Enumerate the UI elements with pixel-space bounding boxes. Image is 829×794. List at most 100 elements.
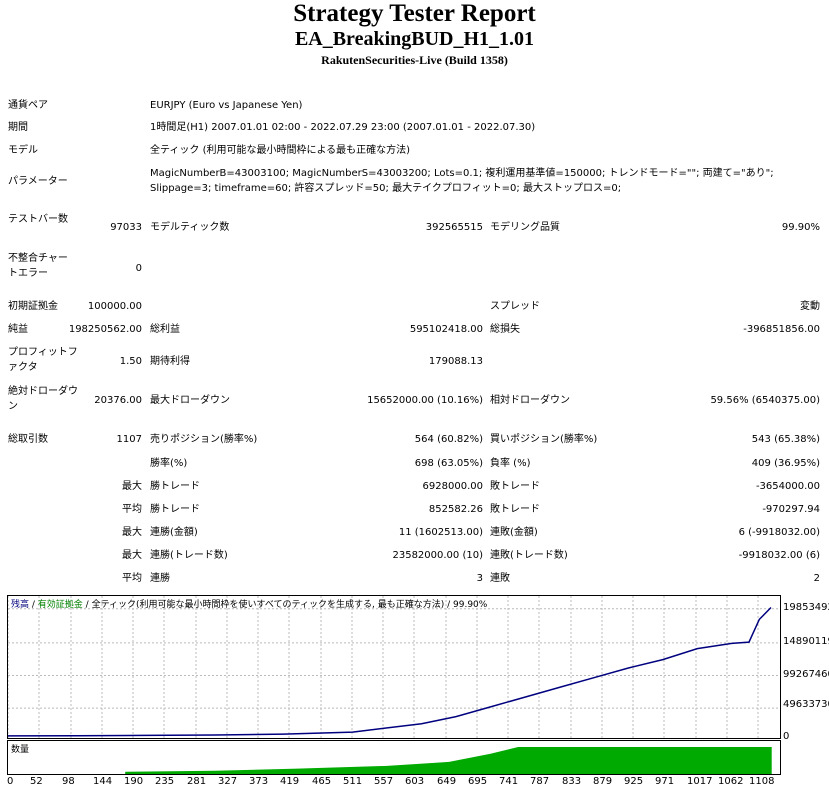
mismatch-label: 不整合チャートエラー xyxy=(8,253,68,279)
cons-wins-money-label: 連勝(金額) xyxy=(150,527,198,538)
net-profit-value: 198250562.00 xyxy=(68,324,142,335)
short-positions-label: 売りポジション(勝率%) xyxy=(150,434,258,445)
server-build: RakutenSecurities-Live (Build 1358) xyxy=(321,53,508,67)
caption-sep-1: / xyxy=(29,600,38,610)
x-tick-label: 1017 xyxy=(687,776,713,787)
parameters-value: MagicNumberB=43003100; MagicNumberS=4300… xyxy=(150,168,774,194)
x-tick-label: 419 xyxy=(280,776,300,787)
x-tick-label: 281 xyxy=(187,776,207,787)
x-tick-label: 741 xyxy=(499,776,519,787)
x-tick-label: 465 xyxy=(312,776,332,787)
caption-quality: 99.90% xyxy=(453,600,488,610)
loss-rate-label: 負率 (%) xyxy=(490,458,531,469)
caption-model: 全ティック(利用可能な最小時間枠を使いすべてのティックを生成する, 最も正確な方… xyxy=(91,600,445,610)
expected-payoff-label: 期待利得 xyxy=(150,356,190,367)
chart-caption: 残高 / 有効証拠金 / 全ティック(利用可能な最小時間枠を使いすべてのティック… xyxy=(11,597,487,610)
cons-profit-label: 連勝(トレード数) xyxy=(150,550,228,561)
x-tick-label: 833 xyxy=(562,776,582,787)
deposit-label: 初期証拠金 xyxy=(8,301,58,312)
loss-rate-value: 409 (36.95%) xyxy=(751,458,820,469)
avg-win-value: 852582.26 xyxy=(428,504,483,515)
symbol-value: EURJPY (Euro vs Japanese Yen) xyxy=(150,100,303,111)
gross-loss-value: -396851856.00 xyxy=(743,324,820,335)
max-row-label: 最大 xyxy=(122,481,142,492)
x-tick-label: 511 xyxy=(343,776,363,787)
max-row-label-3: 最大 xyxy=(122,550,142,561)
avg-row-label: 平均 xyxy=(122,504,142,515)
x-tick-label: 52 xyxy=(30,776,43,787)
profit-factor-label: プロフィットファクタ xyxy=(8,347,78,373)
y-tick-label: 148901190 xyxy=(783,636,829,647)
y-tick-label: 99267460 xyxy=(783,669,829,680)
x-tick-label: 971 xyxy=(655,776,675,787)
cons-loss-money-label: 連敗(金額) xyxy=(490,527,538,538)
gross-profit-label: 総利益 xyxy=(150,324,180,335)
volume-chart: 数量 xyxy=(7,740,781,775)
cons-loss-label: 連敗(トレード数) xyxy=(490,550,568,561)
cons-profit-value: 23582000.00 (10) xyxy=(392,550,483,561)
total-trades-label: 総取引数 xyxy=(8,434,48,445)
y-tick-label: 0 xyxy=(783,731,790,742)
bars-label: テストバー数 xyxy=(8,214,68,225)
rel-drawdown-label: 相対ドローダウン xyxy=(490,395,570,406)
x-tick-label: 787 xyxy=(530,776,550,787)
x-tick-label: 144 xyxy=(93,776,113,787)
x-tick-label: 603 xyxy=(405,776,425,787)
avg-loss-label: 敗トレード xyxy=(490,504,540,515)
long-positions-label: 買いポジション(勝率%) xyxy=(490,434,598,445)
y-tick-label: 198534920 xyxy=(783,602,829,613)
x-tick-label: 98 xyxy=(62,776,75,787)
deposit-value: 100000.00 xyxy=(87,301,142,312)
x-tick-label: 235 xyxy=(155,776,175,787)
volume-caption: 数量 xyxy=(11,745,30,755)
balance-chart-svg xyxy=(7,596,780,738)
x-tick-label: 327 xyxy=(218,776,238,787)
largest-loss-value: -3654000.00 xyxy=(755,481,820,492)
max-drawdown-value: 15652000.00 (10.16%) xyxy=(367,395,483,406)
short-positions-value: 564 (60.82%) xyxy=(414,434,483,445)
ticks-value: 392565515 xyxy=(425,222,483,233)
ea-name: EA_BreakingBUD_H1_1.01 xyxy=(294,28,535,50)
caption-balance: 残高 xyxy=(11,600,30,610)
x-tick-label: 373 xyxy=(249,776,269,787)
avg-row-label-2: 平均 xyxy=(122,573,142,584)
gross-profit-value: 595102418.00 xyxy=(409,324,483,335)
x-tick-label: 695 xyxy=(468,776,488,787)
caption-sep-2: / xyxy=(82,600,92,610)
balance-chart: 残高 / 有効証拠金 / 全ティック(利用可能な最小時間枠を使いすべてのティック… xyxy=(7,595,781,739)
avg-cons-loss-value: 2 xyxy=(813,573,820,584)
spread-label: スプレッド xyxy=(490,301,540,312)
balance-line xyxy=(7,606,772,737)
x-tick-label: 1108 xyxy=(749,776,775,787)
net-profit-label: 純益 xyxy=(8,324,28,335)
y-tick-label: 49633730 xyxy=(783,699,829,710)
avg-win-label: 勝トレード xyxy=(150,504,200,515)
profit-factor-value: 1.50 xyxy=(119,356,142,367)
x-tick-label: 190 xyxy=(124,776,144,787)
x-tick-label: 557 xyxy=(374,776,394,787)
quality-value: 99.90% xyxy=(781,222,820,233)
caption-sep-3: / xyxy=(444,600,454,610)
cons-wins-money-value: 11 (1602513.00) xyxy=(398,527,483,538)
period-label: 期間 xyxy=(8,122,28,133)
spread-value: 変動 xyxy=(800,301,820,312)
period-value: 1時間足(H1) 2007.01.01 02:00 - 2022.07.29 2… xyxy=(150,122,536,133)
gross-loss-label: 総損失 xyxy=(490,324,520,335)
x-tick-label: 649 xyxy=(437,776,457,787)
caption-margin: 有効証拠金 xyxy=(37,600,83,610)
quality-label: モデリング品質 xyxy=(490,222,560,233)
avg-loss-value: -970297.94 xyxy=(762,504,820,515)
x-tick-label: 0 xyxy=(7,776,14,787)
parameters-label: パラメーター xyxy=(8,176,68,187)
largest-loss-label: 敗トレード xyxy=(490,481,540,492)
win-rate-label: 勝率(%) xyxy=(150,458,188,469)
largest-win-value: 6928000.00 xyxy=(422,481,483,492)
model-label: モデル xyxy=(8,145,38,156)
x-tick-label: 1062 xyxy=(718,776,744,787)
report-title: Strategy Tester Report xyxy=(293,0,536,27)
cons-loss-value: -9918032.00 (6) xyxy=(738,550,820,561)
long-positions-value: 543 (65.38%) xyxy=(751,434,820,445)
abs-drawdown-value: 20376.00 xyxy=(94,395,142,406)
mismatch-value: 0 xyxy=(135,263,142,274)
bars-value: 97033 xyxy=(110,222,142,233)
